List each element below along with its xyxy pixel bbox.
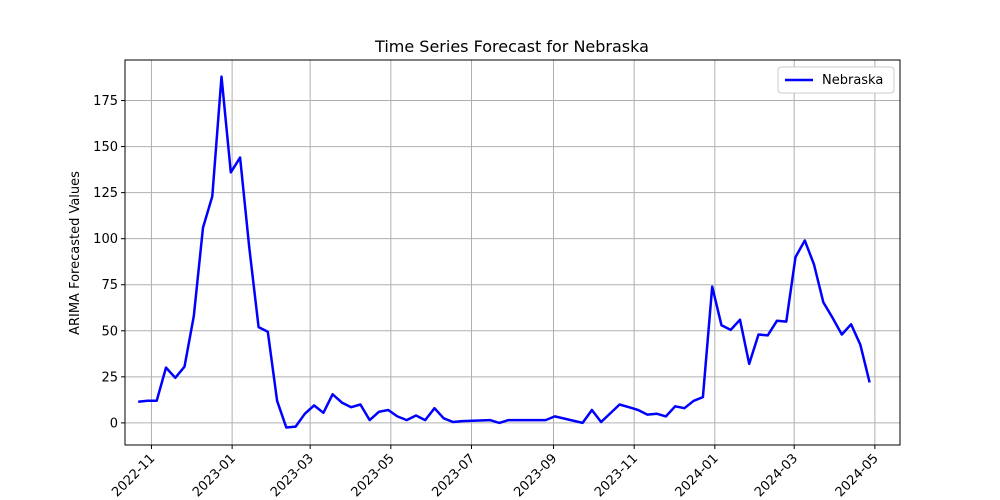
y-tick-label: 100: [93, 232, 118, 247]
legend-label: Nebraska: [822, 73, 883, 88]
x-tick-label: 2024-01: [673, 451, 722, 500]
y-axis: 0 25 50 75 100 125 150 175: [93, 94, 125, 431]
chart-title: Time Series Forecast for Nebraska: [374, 37, 649, 56]
x-axis: 2022-11 2023-01 2023-03 2023-05 2023-07 2023-…: [109, 445, 882, 500]
y-tick-label: 125: [93, 186, 118, 201]
x-tick-label: 2024-03: [752, 451, 801, 500]
grid-lines: [125, 60, 900, 445]
y-tick-label: 175: [93, 94, 118, 109]
y-axis-label: ARIMA Forecasted Values: [68, 171, 83, 335]
legend: Nebraska: [777, 66, 895, 94]
y-tick-label: 0: [110, 416, 118, 431]
x-tick-label: 2023-03: [268, 451, 317, 500]
x-tick-label: 2023-07: [429, 451, 478, 500]
plot-frame: [124, 59, 901, 446]
x-tick-label: 2023-05: [349, 451, 398, 500]
y-tick-label: 25: [101, 370, 118, 385]
y-tick-label: 75: [101, 278, 118, 293]
legend-box: [777, 66, 895, 94]
x-tick-label: 2023-01: [190, 451, 239, 500]
series-group: [138, 75, 871, 429]
x-tick-label: 2024-05: [833, 451, 882, 500]
x-tick-label: 2023-09: [511, 451, 560, 500]
y-tick-label: 50: [101, 324, 118, 339]
x-tick-label: 2022-11: [109, 451, 158, 500]
series-line-nebraska: [138, 75, 871, 429]
x-tick-label: 2023-11: [592, 451, 641, 500]
y-tick-label: 150: [93, 140, 118, 155]
